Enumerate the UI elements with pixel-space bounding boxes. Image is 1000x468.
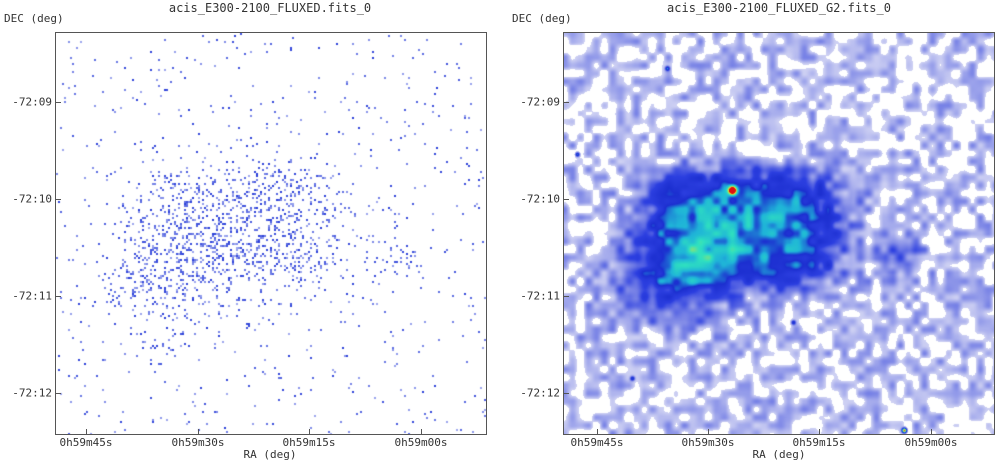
right-ytick-mark-2 — [563, 199, 569, 200]
left-xtick-1: 0h59m45s — [59, 436, 113, 449]
left-xlabel: RA (deg) — [243, 448, 297, 461]
left-ytick-4: -72:12 — [12, 386, 52, 400]
right-xtick-1: 0h59m45s — [570, 436, 624, 449]
right-panel-title: acis_E300-2100_FLUXED_G2.fits_0 — [667, 1, 891, 15]
left-xtick-mark-1 — [86, 429, 87, 435]
left-xtick-mark-3 — [309, 429, 310, 435]
right-xtick-mark-4 — [931, 429, 932, 435]
left-ytick-1: -72:09 — [12, 95, 52, 109]
right-ytick-mark-4 — [563, 393, 569, 394]
left-ytick-mark-3 — [55, 296, 61, 297]
right-xtick-2: 0h59m30s — [681, 436, 735, 449]
left-xtick-4: 0h59m00s — [394, 436, 448, 449]
right-ytick-3: -72:11 — [520, 289, 560, 303]
left-image-plot — [55, 32, 487, 435]
right-ytick-2: -72:10 — [520, 192, 560, 206]
right-ylabel: DEC (deg) — [512, 12, 572, 25]
right-image-plot — [563, 32, 995, 435]
left-xtick-3: 0h59m15s — [282, 436, 336, 449]
right-ytick-4: -72:12 — [520, 386, 560, 400]
right-xlabel: RA (deg) — [752, 448, 806, 461]
left-image-canvas — [56, 33, 486, 434]
right-ytick-mark-3 — [563, 296, 569, 297]
left-ytick-mark-4 — [55, 393, 61, 394]
right-xtick-mark-2 — [708, 429, 709, 435]
right-xtick-mark-3 — [819, 429, 820, 435]
left-ytick-mark-1 — [55, 102, 61, 103]
right-image-canvas — [564, 33, 994, 434]
left-xtick-mark-4 — [421, 429, 422, 435]
left-ytick-mark-2 — [55, 199, 61, 200]
right-xtick-3: 0h59m15s — [792, 436, 846, 449]
left-panel-title: acis_E300-2100_FLUXED.fits_0 — [168, 1, 372, 15]
right-ytick-mark-1 — [563, 102, 569, 103]
left-xtick-mark-2 — [198, 429, 199, 435]
right-ytick-1: -72:09 — [520, 95, 560, 109]
left-ylabel: DEC (deg) — [4, 12, 64, 25]
right-xtick-4: 0h59m00s — [904, 436, 958, 449]
left-ytick-2: -72:10 — [12, 192, 52, 206]
left-xtick-2: 0h59m30s — [171, 436, 225, 449]
right-xtick-mark-1 — [597, 429, 598, 435]
left-ytick-3: -72:11 — [12, 289, 52, 303]
